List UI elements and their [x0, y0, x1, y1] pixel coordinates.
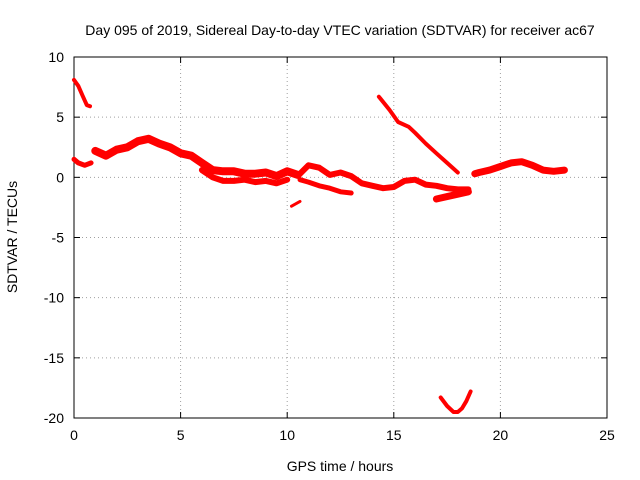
- y-tick-label: -15: [44, 350, 64, 366]
- series-start-segment: [71, 156, 94, 168]
- y-tick-labels: 10 5 0 -5 -10 -15 -20: [44, 49, 64, 426]
- series-early-high-arc: [72, 77, 92, 109]
- grid-lines: [74, 57, 607, 418]
- x-tick-label: 5: [177, 427, 185, 443]
- x-tick-label: 25: [599, 427, 615, 443]
- series-small-dash: [290, 199, 302, 208]
- y-tick-label: -10: [44, 290, 64, 306]
- y-axis-label: SDTVAR / TECUs: [4, 181, 20, 293]
- chart-title: Day 095 of 2019, Sidereal Day-to-day VTE…: [85, 22, 595, 38]
- series-tail-segment: [471, 158, 568, 178]
- x-tick-label: 0: [70, 427, 78, 443]
- series-main-band-upper: [91, 134, 302, 181]
- series-mid-band-upper: [297, 162, 472, 193]
- series-mid-band-lower: [297, 177, 354, 196]
- x-tick-label: 15: [386, 427, 402, 443]
- y-tick-label: -20: [44, 410, 64, 426]
- x-tick-label: 10: [279, 427, 295, 443]
- y-tick-label: 5: [56, 109, 64, 125]
- series-main-band-lower: [198, 167, 291, 187]
- plot-frame: [73, 56, 608, 419]
- series-late-band: [432, 188, 472, 203]
- series-dip-segment: [438, 389, 473, 414]
- axis-ticks: [73, 56, 608, 419]
- y-tick-label: 10: [48, 49, 64, 65]
- y-tick-label: 0: [56, 169, 64, 185]
- y-tick-label: -5: [52, 230, 65, 246]
- x-axis-label: GPS time / hours: [287, 458, 394, 474]
- data-series-group: [71, 77, 568, 414]
- x-tick-label: 20: [493, 427, 509, 443]
- x-tick-labels: 0 5 10 15 20 25: [70, 427, 615, 443]
- series-descending-arc: [376, 94, 460, 175]
